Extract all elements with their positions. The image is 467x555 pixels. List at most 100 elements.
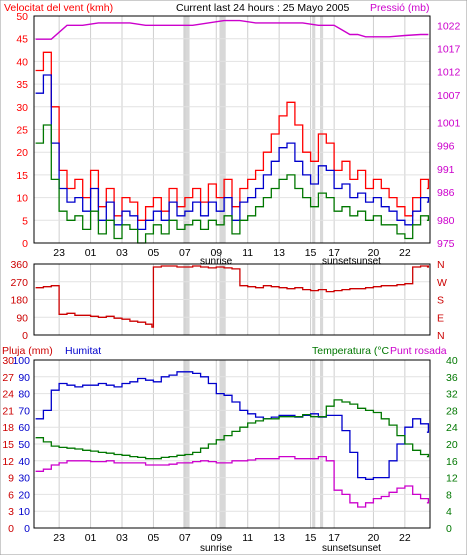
temperature-axis-tick: 4 <box>446 506 452 518</box>
period-title: Current last 24 hours : 25 Mayo 2005 <box>176 2 350 14</box>
pressure-line <box>35 19 429 40</box>
rain-axis-tick: 9 <box>8 473 14 485</box>
humidity-axis-tick: 30 <box>18 473 30 485</box>
temperature-axis-tick: 16 <box>446 456 458 468</box>
temperature-line <box>35 399 430 460</box>
humidity-axis-tick: 100 <box>12 355 30 367</box>
rain-axis-tick: 6 <box>8 489 14 501</box>
pressure-axis-tick: 975 <box>437 238 455 250</box>
wind-axis-tick: 0 <box>22 238 28 250</box>
direction-axis-tick: 0 <box>22 330 28 342</box>
humidity-axis-tick: 50 <box>18 439 30 451</box>
wind-axis-tick: 50 <box>16 11 28 23</box>
humidity-axis-tick: 0 <box>24 523 30 535</box>
dew-line <box>35 455 430 508</box>
direction-axis-tick: 90 <box>16 312 28 324</box>
pressure-axis-tick: 986 <box>437 187 455 199</box>
pressure-title: Pressió (mb) <box>370 2 430 14</box>
direction-axis-tick: 270 <box>10 277 28 289</box>
humidity-axis-tick: 10 <box>18 506 30 518</box>
time-tick-label: 15 <box>305 247 317 259</box>
wind-axis-tick: 15 <box>16 170 28 182</box>
temperature-axis-tick: 12 <box>446 473 458 485</box>
temperature-axis-tick: 28 <box>446 405 458 417</box>
wind-title: Velocitat del vent (kmh) <box>4 2 113 14</box>
temperature-axis-tick: 0 <box>446 523 452 535</box>
humidity-temperature-panel: 0369121518212427300102030405060708090100… <box>2 355 458 544</box>
time-tick-label: 09 <box>210 532 222 544</box>
compass-axis-tick: S <box>437 295 444 307</box>
pressure-axis-tick: 996 <box>437 141 455 153</box>
temperature-axis-tick: 20 <box>446 439 458 451</box>
wind-low-line <box>35 124 430 244</box>
rain-axis-tick: 27 <box>2 372 14 384</box>
time-tick-label: 07 <box>179 532 191 544</box>
wind-axis-tick: 30 <box>16 102 28 114</box>
temperature-axis-tick: 36 <box>446 372 458 384</box>
wind-gust-line <box>35 51 430 221</box>
wind-pressure-panel: 0510152025303540455097598098699199610011… <box>16 11 460 259</box>
rain-axis-tick: 30 <box>2 355 14 367</box>
pressure-axis-tick: 1017 <box>437 43 461 55</box>
humidity-axis-tick: 90 <box>18 372 30 384</box>
humidity-axis-tick: 70 <box>18 405 30 417</box>
temperature-title: Temperatura (°C <box>312 345 390 357</box>
pressure-axis-tick: 991 <box>437 164 455 176</box>
plot-frame <box>33 15 431 244</box>
pressure-axis-tick: 980 <box>437 215 455 227</box>
rain-axis-tick: 21 <box>2 405 14 417</box>
compass-axis-tick: E <box>437 312 444 324</box>
wind-axis-tick: 10 <box>16 193 28 205</box>
pressure-axis-tick: 1001 <box>437 118 461 130</box>
compass-axis-tick: N <box>437 330 445 342</box>
time-tick-label: 01 <box>85 532 97 544</box>
time-tick-label: 22 <box>399 532 411 544</box>
humidity-axis-tick: 40 <box>18 456 30 468</box>
plot-frame <box>33 263 431 336</box>
time-tick-label: 11 <box>242 532 253 544</box>
time-tick-label: 15 <box>305 532 317 544</box>
time-tick-label: 09 <box>210 247 222 259</box>
time-tick-label: 23 <box>53 532 65 544</box>
time-tick-label: 07 <box>179 247 191 259</box>
wind-axis-tick: 20 <box>16 147 28 159</box>
time-tick-label: 13 <box>273 247 285 259</box>
wind-axis-tick: 25 <box>16 125 28 137</box>
compass-axis-tick: N <box>437 259 445 271</box>
time-tick-label: 20 <box>368 247 380 259</box>
wind-axis-tick: 45 <box>16 34 28 46</box>
pressure-axis-tick: 1012 <box>437 67 461 79</box>
time-tick-label: 22 <box>399 247 411 259</box>
rain-title: Pluja (mm) <box>2 345 53 357</box>
time-tick-label: 20 <box>368 532 380 544</box>
sunset-label: sunsetsunset <box>322 256 381 267</box>
rain-axis-tick: 12 <box>2 456 14 468</box>
humidity-axis-tick: 80 <box>18 389 30 401</box>
humidity-title: Humitat <box>65 345 101 357</box>
temperature-axis-tick: 24 <box>446 422 458 434</box>
wind-axis-tick: 35 <box>16 79 28 91</box>
sunrise-label: sunrise <box>200 543 233 554</box>
time-tick-label: 17 <box>328 532 340 544</box>
time-tick-label: 05 <box>148 532 160 544</box>
time-tick-label: 23 <box>53 247 65 259</box>
wind-axis-tick: 5 <box>22 215 28 227</box>
rain-axis-tick: 24 <box>2 389 14 401</box>
time-tick-label: 05 <box>148 247 160 259</box>
rain-axis-tick: 18 <box>2 422 14 434</box>
rain-axis-tick: 15 <box>2 439 14 451</box>
temperature-axis-tick: 32 <box>446 389 458 401</box>
sunrise-label: sunrise <box>200 256 233 267</box>
wind-avg-line <box>35 74 430 231</box>
wind-axis-tick: 40 <box>16 56 28 68</box>
humidity-axis-tick: 60 <box>18 422 30 434</box>
dew-point-title: Punt rosada <box>390 345 447 357</box>
time-tick-label: 13 <box>273 532 285 544</box>
compass-axis-tick: W <box>437 277 447 289</box>
rain-axis-tick: 0 <box>8 523 14 535</box>
humidity-axis-tick: 20 <box>18 489 30 501</box>
humidity-line <box>35 371 430 480</box>
wind-direction-line <box>35 265 430 328</box>
rain-axis-tick: 3 <box>8 506 14 518</box>
